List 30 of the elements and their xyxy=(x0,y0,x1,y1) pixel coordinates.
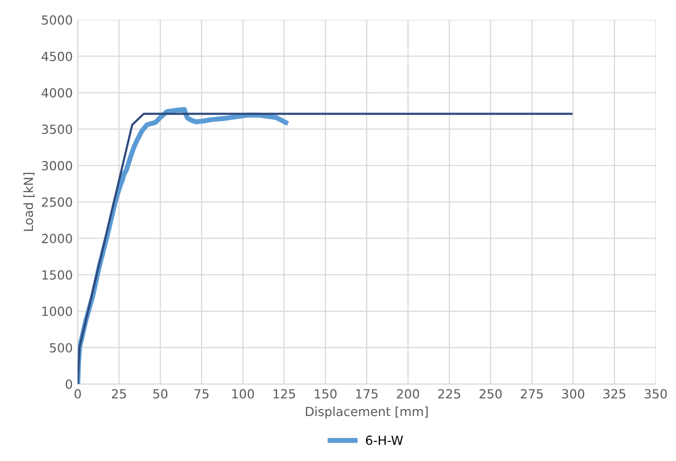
x-tick-label: 350 xyxy=(644,389,667,399)
x-axis-title: Displacement [mm] xyxy=(306,406,428,419)
x-tick-label: 250 xyxy=(480,389,502,399)
y-axis-title: Load [kN] xyxy=(23,172,35,231)
y-tick-label: 3000 xyxy=(42,160,72,170)
x-tick-label: 175 xyxy=(356,389,378,399)
x-tick-label: 150 xyxy=(314,389,337,399)
y-tick-label: 5000 xyxy=(42,15,72,25)
x-tick-label: 100 xyxy=(232,389,254,399)
legend-label: 6-H-W xyxy=(366,436,403,445)
x-tick-label: 200 xyxy=(397,389,420,399)
x-tick-label: 75 xyxy=(194,389,208,399)
x-tick-label: 125 xyxy=(274,389,295,399)
y-tick-label: 4000 xyxy=(42,88,72,98)
x-tick-label: 325 xyxy=(603,389,626,399)
y-tick-label: 1500 xyxy=(42,270,72,280)
x-tick-label: 0 xyxy=(74,389,81,399)
y-tick-label: 2500 xyxy=(42,197,72,207)
x-tick-label: 275 xyxy=(520,389,543,399)
y-tick-label: 1000 xyxy=(42,306,72,316)
line-series xyxy=(78,112,573,384)
y-tick-label: 4500 xyxy=(42,52,72,62)
y-tick-label: 2000 xyxy=(42,234,72,244)
x-tick-label: 300 xyxy=(562,389,584,399)
y-tick-label: 3500 xyxy=(42,124,72,134)
y-tick-label: 500 xyxy=(50,343,72,353)
x-tick-label: 225 xyxy=(438,389,460,399)
x-tick-label: 50 xyxy=(153,389,168,399)
y-tick-label: 0 xyxy=(66,379,72,389)
x-tick-label: 25 xyxy=(112,389,126,399)
